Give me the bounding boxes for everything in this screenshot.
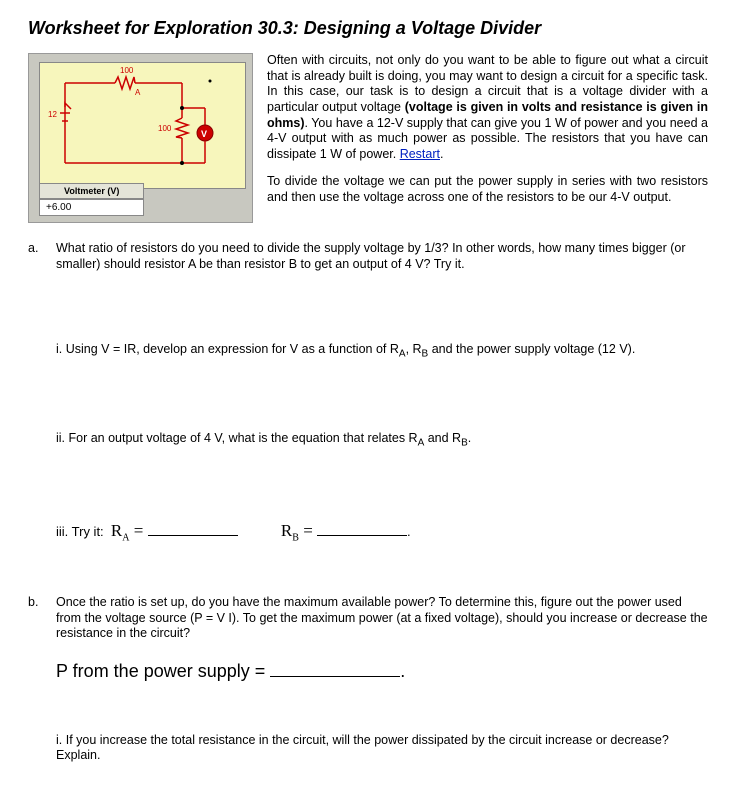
qa-letter: a. — [28, 241, 44, 272]
rb-symbol: R — [281, 521, 292, 540]
voltmeter-value: +6.00 — [39, 199, 144, 216]
resA-value: 100 — [120, 66, 134, 75]
qb-letter: b. — [28, 595, 44, 642]
circuit-svg: 12 100 A 100 V — [40, 63, 245, 188]
ra-symbol: R — [111, 521, 122, 540]
intro-p1c: . You have a 12-V supply that can give y… — [267, 116, 708, 161]
intro-p2: To divide the voltage we can put the pow… — [267, 174, 708, 205]
qa-iii: iii. Try it: RA = RB = . — [56, 520, 708, 545]
qb-p-line: P from the power supply = . — [56, 660, 708, 683]
svg-text:V: V — [201, 129, 207, 139]
qb-i: i. If you increase the total resistance … — [56, 733, 708, 764]
qb-text: Once the ratio is set up, do you have th… — [56, 595, 708, 642]
ra-blank[interactable] — [148, 521, 238, 536]
resA-name: A — [135, 88, 141, 97]
page-title: Worksheet for Exploration 30.3: Designin… — [28, 18, 708, 39]
p-blank[interactable] — [270, 660, 400, 677]
top-row: 12 100 A 100 V — [28, 53, 708, 223]
intro-text: Often with circuits, not only do you wan… — [267, 53, 708, 223]
simulation-panel: 12 100 A 100 V — [28, 53, 253, 223]
rb-blank[interactable] — [317, 521, 407, 536]
question-a: a. What ratio of resistors do you need t… — [28, 241, 708, 545]
qa-ii-tail: . — [468, 431, 471, 445]
battery-label: 12 — [48, 110, 57, 119]
eq1: = — [129, 521, 147, 540]
sim-box: 12 100 A 100 V — [28, 53, 253, 223]
qa-i-lead: i. Using V = IR, develop an expression f… — [56, 342, 399, 356]
restart-link[interactable]: Restart — [400, 147, 440, 161]
qa-i: i. Using V = IR, develop an expression f… — [56, 342, 708, 361]
eq2: = — [299, 521, 317, 540]
question-b: b. Once the ratio is set up, do you have… — [28, 595, 708, 764]
resB-value: 100 — [158, 124, 172, 133]
qa-iii-lead: iii. Try it: — [56, 524, 104, 539]
qa-i-tail: and the power supply voltage (12 V). — [428, 342, 635, 356]
qa-ii: ii. For an output voltage of 4 V, what i… — [56, 431, 708, 450]
qa-ii-lead: ii. For an output voltage of 4 V, what i… — [56, 431, 418, 445]
voltmeter-readout: Voltmeter (V) +6.00 — [39, 183, 144, 216]
p-line-label: P from the power supply = — [56, 661, 270, 681]
sim-canvas[interactable]: 12 100 A 100 V — [39, 62, 246, 189]
voltmeter-label: Voltmeter (V) — [39, 183, 144, 199]
qa-text: What ratio of resistors do you need to d… — [56, 241, 708, 272]
